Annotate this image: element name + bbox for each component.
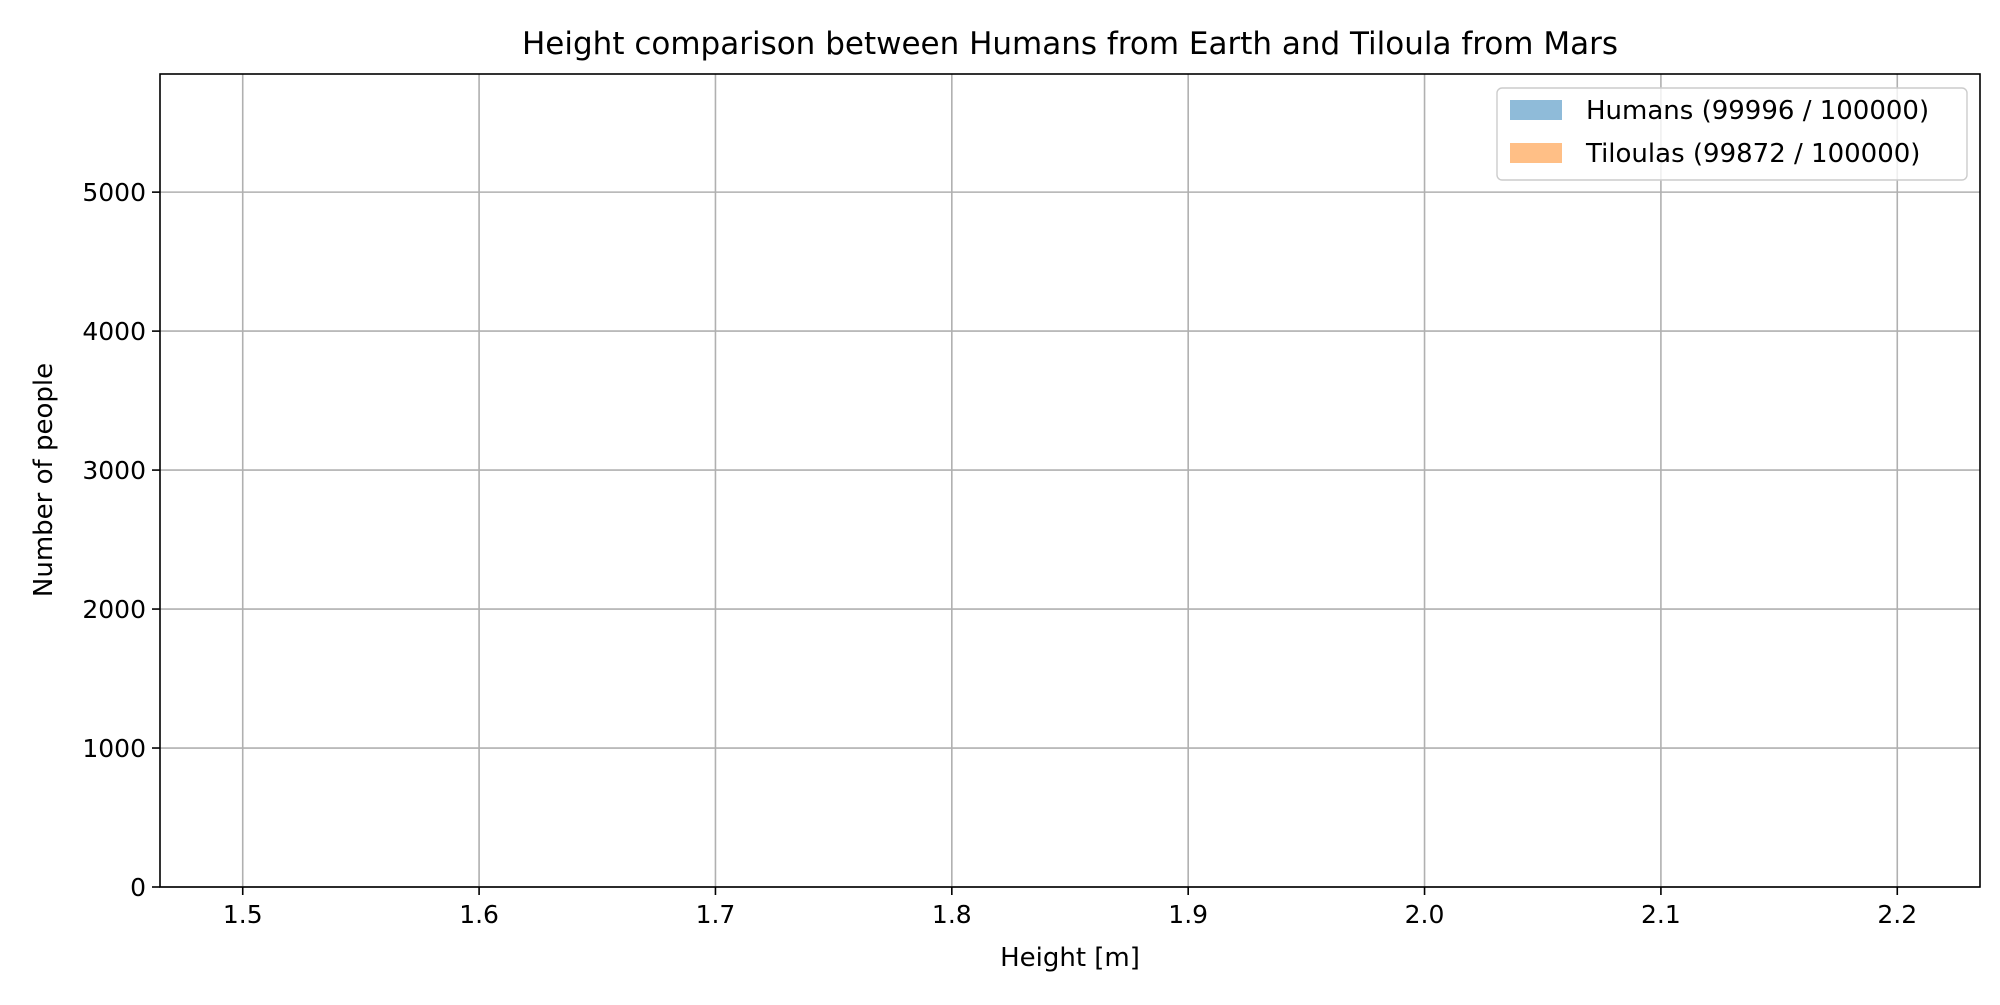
y-tick-label: 5000 bbox=[82, 178, 146, 207]
y-tick-label: 2000 bbox=[82, 595, 146, 624]
x-tick-label: 2.0 bbox=[1405, 900, 1445, 929]
legend: Humans (99996 / 100000) Tiloulas (99872 … bbox=[1496, 87, 1968, 181]
x-tick-label: 1.9 bbox=[1168, 900, 1208, 929]
x-tick-label: 1.6 bbox=[459, 900, 499, 929]
legend-box bbox=[1496, 87, 1968, 181]
y-tick-label: 4000 bbox=[82, 317, 146, 346]
plot-frame bbox=[159, 73, 1981, 888]
legend-label-tiloulas: Tiloulas (99872 / 100000) bbox=[1585, 139, 1920, 169]
legend-label-humans: Humans (99996 / 100000) bbox=[1586, 96, 1929, 126]
x-tick-label: 2.1 bbox=[1641, 900, 1681, 929]
y-axis-label: Number of people bbox=[29, 363, 59, 597]
x-tick-label: 1.5 bbox=[223, 900, 263, 929]
y-tick-label: 3000 bbox=[82, 456, 146, 485]
x-tick-label: 2.2 bbox=[1877, 900, 1917, 929]
legend-swatch-humans bbox=[1510, 100, 1562, 120]
x-tick-label: 1.8 bbox=[932, 900, 972, 929]
y-axis-ticks: 0 1000 2000 3000 4000 5000 bbox=[82, 178, 160, 902]
y-tick-label: 0 bbox=[130, 873, 146, 902]
legend-swatch-tiloulas bbox=[1510, 143, 1562, 163]
y-tick-label: 1000 bbox=[82, 734, 146, 763]
x-axis-label: Height [m] bbox=[1000, 943, 1140, 973]
x-tick-label: 1.7 bbox=[696, 900, 736, 929]
chart-title: Height comparison between Humans from Ea… bbox=[522, 26, 1618, 62]
x-axis-ticks: 1.5 1.6 1.7 1.8 1.9 2.0 2.1 2.2 bbox=[223, 887, 1917, 929]
